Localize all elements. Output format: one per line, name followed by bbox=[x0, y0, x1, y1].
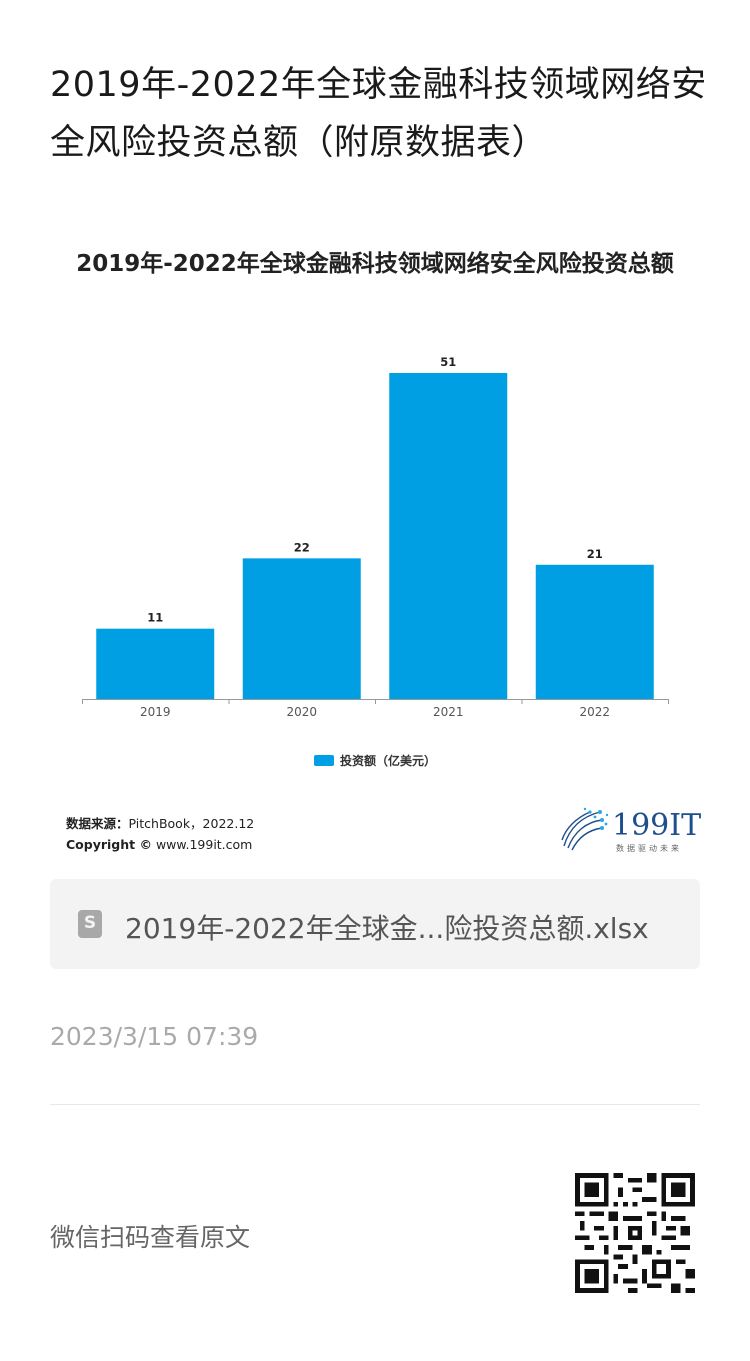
divider bbox=[50, 1104, 700, 1105]
bar-2022 bbox=[535, 564, 654, 699]
data-label-2020: 22 bbox=[294, 540, 310, 554]
data-source: 数据来源：PitchBook，2022.12 Copyright © www.1… bbox=[66, 813, 254, 855]
logo-tagline: 数据驱动未来 bbox=[616, 844, 682, 853]
logo-mark-icon bbox=[561, 807, 609, 851]
legend-label: 投资额（亿美元） bbox=[339, 754, 436, 768]
199it-logo: 199IT 数据驱动未来 bbox=[560, 806, 702, 854]
copyright-text: www.199it.com bbox=[151, 837, 253, 852]
bar-2020 bbox=[242, 558, 361, 699]
attachment-file-name: 2019年-2022年全球金...险投资总额.xlsx bbox=[125, 912, 649, 945]
scan-to-view-text: 微信扫码查看原文 bbox=[50, 1223, 251, 1252]
qr-code-icon[interactable] bbox=[575, 1173, 695, 1293]
publish-timestamp: 2023/3/15 07:39 bbox=[50, 1022, 259, 1051]
x-tick-label-2021: 2021 bbox=[433, 705, 464, 719]
source-label: 数据来源： bbox=[66, 816, 129, 831]
bar-2019 bbox=[96, 628, 215, 699]
attachment-card[interactable]: S 2019年-2022年全球金...险投资总额.xlsx bbox=[50, 879, 700, 969]
x-tick-label-2020: 2020 bbox=[286, 705, 317, 719]
data-label-2021: 51 bbox=[440, 355, 456, 369]
x-tick-label-2019: 2019 bbox=[140, 705, 171, 719]
article-title: 2019年-2022年全球金融科技领域网络安全风险投资总额（附原数据表） bbox=[50, 65, 707, 163]
data-label-2019: 11 bbox=[147, 611, 163, 625]
bar-2021 bbox=[389, 373, 508, 699]
copyright-label: Copyright © bbox=[66, 837, 152, 852]
source-text: PitchBook，2022.12 bbox=[128, 816, 255, 831]
data-label-2022: 21 bbox=[587, 547, 603, 561]
logo-text: 199IT bbox=[612, 808, 702, 843]
x-tick-label-2022: 2022 bbox=[579, 705, 610, 719]
bar-chart: 11 2019 22 2020 51 2021 21 2022 bbox=[82, 355, 669, 719]
chart-legend: 投资额（亿美元） bbox=[0, 752, 750, 769]
spreadsheet-file-icon: S bbox=[78, 910, 102, 938]
chart-title: 2019年-2022年全球金融科技领域网络安全风险投资总额 bbox=[76, 251, 674, 277]
legend-swatch bbox=[313, 755, 334, 766]
